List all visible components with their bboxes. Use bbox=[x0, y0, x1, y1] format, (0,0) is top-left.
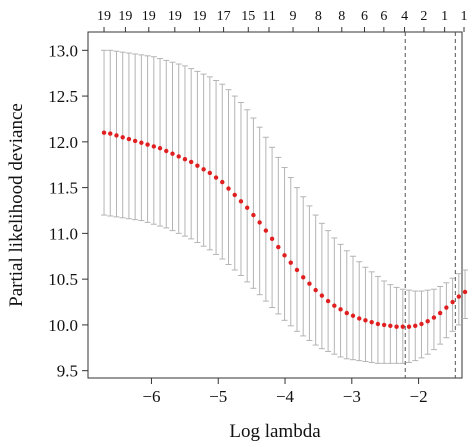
top-tick-label: 9 bbox=[290, 9, 297, 24]
top-tick-label: 17 bbox=[217, 9, 231, 24]
x-tick-label: −4 bbox=[276, 387, 295, 406]
data-point bbox=[462, 289, 468, 295]
data-point bbox=[319, 293, 325, 298]
data-point bbox=[456, 294, 462, 299]
data-point bbox=[207, 170, 213, 176]
y-tick-label: 9.5 bbox=[57, 362, 78, 381]
y-tick-label: 11.0 bbox=[49, 224, 78, 243]
data-point bbox=[182, 157, 188, 162]
top-axis: 19 19 19 19 19 17 15 11 9 8 8 6 6 4 2 1 1 bbox=[97, 9, 468, 32]
y-tick-label: 11.5 bbox=[49, 179, 78, 198]
data-point bbox=[338, 307, 343, 312]
data-point bbox=[301, 275, 306, 280]
data-point bbox=[145, 142, 150, 147]
top-tick-label: 1 bbox=[441, 9, 448, 24]
data-point bbox=[170, 151, 175, 156]
data-point bbox=[213, 175, 219, 180]
data-point bbox=[375, 321, 381, 327]
top-tick-label: 19 bbox=[168, 9, 182, 24]
data-point bbox=[381, 322, 387, 328]
x-axis-label: Log lambda bbox=[229, 421, 321, 442]
data-point bbox=[108, 131, 113, 136]
data-point bbox=[363, 318, 368, 323]
data-point bbox=[437, 310, 443, 316]
data-point bbox=[120, 135, 125, 140]
y-tick-label: 12.0 bbox=[48, 133, 78, 152]
x-tick-label: −5 bbox=[209, 387, 227, 406]
y-axis-label: Partial likelihood deviance bbox=[6, 103, 27, 307]
data-point bbox=[157, 146, 163, 151]
data-point bbox=[232, 192, 237, 198]
data-point bbox=[344, 310, 349, 316]
data-point bbox=[195, 163, 200, 168]
data-point bbox=[257, 220, 262, 225]
top-tick-label: 19 bbox=[142, 9, 156, 24]
top-tick-label: 8 bbox=[338, 9, 345, 24]
top-tick-label: 6 bbox=[380, 9, 387, 24]
data-point bbox=[151, 144, 157, 149]
top-tick-label: 19 bbox=[193, 9, 207, 24]
y-tick-label: 12.5 bbox=[48, 87, 78, 106]
data-point bbox=[444, 305, 449, 310]
data-point bbox=[226, 186, 231, 191]
data-point bbox=[413, 323, 418, 329]
data-point bbox=[425, 319, 430, 324]
data-point bbox=[164, 148, 169, 154]
data-point bbox=[139, 140, 144, 145]
data-point bbox=[101, 130, 107, 135]
data-point bbox=[220, 179, 225, 185]
top-tick-label: 1 bbox=[461, 9, 468, 24]
data-point bbox=[332, 303, 337, 308]
top-tick-label: 4 bbox=[401, 9, 408, 24]
errorbars-layer bbox=[101, 49, 469, 364]
vlines-layer bbox=[404, 32, 456, 378]
data-point bbox=[276, 244, 281, 250]
data-point bbox=[394, 324, 399, 329]
data-point bbox=[357, 316, 362, 321]
data-point bbox=[114, 133, 119, 138]
top-tick-label: 11 bbox=[262, 9, 275, 24]
data-point bbox=[307, 281, 312, 286]
data-point bbox=[431, 315, 437, 320]
data-point bbox=[325, 298, 331, 304]
x-tick-label: −2 bbox=[410, 387, 428, 406]
top-tick-label: 6 bbox=[361, 9, 368, 24]
data-point bbox=[294, 267, 300, 273]
data-point bbox=[263, 228, 269, 233]
data-point bbox=[282, 253, 287, 258]
top-tick-label: 8 bbox=[315, 9, 322, 24]
data-point bbox=[126, 136, 132, 142]
top-tick-label: 2 bbox=[420, 9, 427, 24]
y-tick-label: 10.5 bbox=[48, 270, 78, 289]
top-tick-label: 19 bbox=[97, 9, 111, 24]
data-point bbox=[450, 299, 455, 305]
top-tick-label: 19 bbox=[118, 9, 132, 24]
data-point bbox=[313, 287, 318, 293]
data-point bbox=[132, 138, 138, 144]
data-point bbox=[188, 159, 194, 165]
y-tick-label: 13.0 bbox=[48, 41, 78, 60]
data-point bbox=[269, 236, 275, 242]
data-point bbox=[176, 154, 181, 159]
data-point bbox=[350, 313, 356, 318]
y-tick-label: 10.0 bbox=[48, 316, 78, 335]
data-point bbox=[388, 323, 393, 329]
data-point bbox=[369, 319, 374, 325]
data-point bbox=[406, 324, 412, 329]
x-axis: −6 −5 −4 −3 −2 bbox=[142, 378, 428, 406]
data-point bbox=[251, 212, 256, 218]
data-point bbox=[288, 260, 293, 265]
data-point bbox=[238, 199, 244, 204]
y-axis: 9.5 10.0 10.5 11.0 11.5 12.0 12.5 13.0 bbox=[48, 41, 88, 381]
points-layer bbox=[101, 130, 468, 329]
data-point bbox=[400, 324, 406, 329]
top-tick-label: 15 bbox=[241, 9, 255, 24]
data-point bbox=[244, 205, 250, 210]
x-tick-label: −6 bbox=[142, 387, 160, 406]
x-tick-label: −3 bbox=[343, 387, 361, 406]
data-point bbox=[201, 167, 206, 172]
plot-frame bbox=[87, 31, 463, 379]
data-point bbox=[419, 321, 424, 327]
